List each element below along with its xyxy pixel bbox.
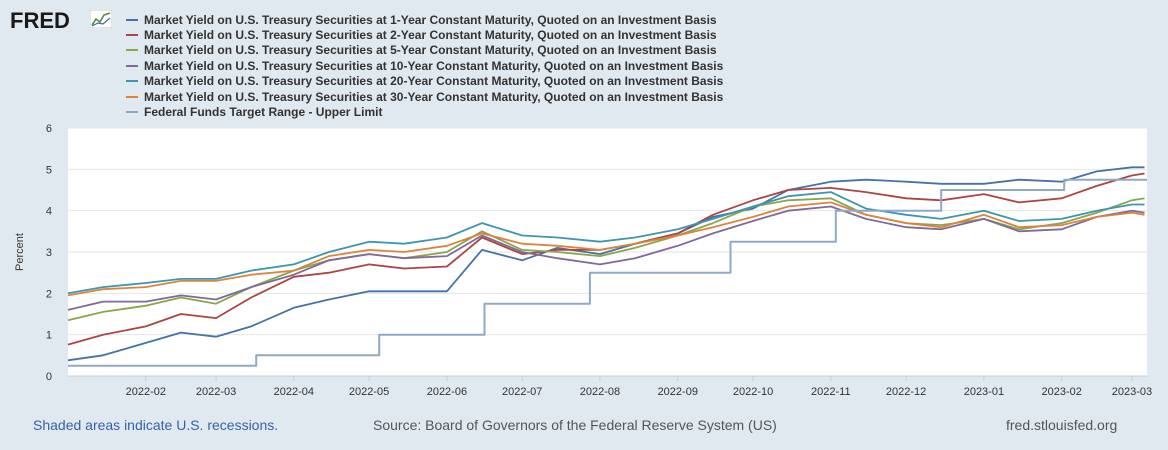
legend-label: Market Yield on U.S. Treasury Securities… [144,43,717,58]
series-line [67,166,1145,362]
legend-swatch [126,80,138,83]
legend-label: Market Yield on U.S. Treasury Securities… [144,89,724,104]
legend-item: Market Yield on U.S. Treasury Securities… [126,12,723,27]
x-tick-label: 2022-08 [580,386,620,398]
x-tick-label: 2023-01 [964,386,1004,398]
x-tick-label: 2022-12 [886,386,926,398]
legend-swatch [126,18,138,21]
series-line [67,201,1145,297]
x-axis-ticks: 2022-02 2022-03 2022-04 2022-05 2022-06 2022-… [126,376,1152,398]
legend-swatch [126,95,138,98]
x-tick-label: 2022-09 [658,386,698,398]
source-note: Source: Board of Governors of the Federa… [373,417,777,433]
legend-swatch [126,34,138,37]
x-tick-label: 2022-07 [502,386,542,398]
recessions-note[interactable]: Shaded areas indicate U.S. recessions. [33,417,279,433]
x-tick-label: 2022-03 [196,386,236,398]
fred-logo: FRED [10,8,70,33]
site-link[interactable]: fred.stlouisfed.org [1006,417,1118,433]
x-tick-label: 2023-02 [1041,386,1081,398]
legend-label: Market Yield on U.S. Treasury Securities… [144,12,717,27]
legend-item: Market Yield on U.S. Treasury Securities… [126,27,723,42]
x-tick-label: 2022-10 [733,386,773,398]
legend-label: Market Yield on U.S. Treasury Securities… [144,28,717,43]
series-line [67,191,1145,295]
legend-swatch [126,64,138,67]
x-tick-label: 2023-03 [1112,386,1152,398]
legend-label: Federal Funds Target Range - Upper Limit [144,105,383,120]
legend-item: Market Yield on U.S. Treasury Securities… [126,74,723,89]
x-tick-label: 2022-06 [427,386,467,398]
y-tick-label: 1 [46,330,52,342]
x-tick-label: 2022-04 [274,386,314,398]
y-tick-label: 6 [46,123,52,135]
y-axis-ticks: 0 1 2 3 4 5 6 [46,123,52,383]
y-axis-title: Percent [14,233,26,271]
x-tick-label: 2022-05 [349,386,389,398]
x-tick-label: 2022-11 [811,386,851,398]
y-tick-label: 2 [46,288,52,300]
chart-legend: Market Yield on U.S. Treasury Securities… [126,12,723,120]
series-line [67,205,1145,311]
y-tick-label: 5 [46,164,52,176]
x-tick-label: 2022-02 [126,386,166,398]
y-tick-label: 0 [46,371,52,383]
fred-logo-chart-icon [90,10,112,28]
legend-item: Market Yield on U.S. Treasury Securities… [126,58,723,73]
y-tick-label: 3 [46,247,52,259]
legend-label: Market Yield on U.S. Treasury Securities… [144,74,724,89]
legend-item: Federal Funds Target Range - Upper Limit [126,104,723,119]
legend-swatch [126,49,138,52]
legend-item: Market Yield on U.S. Treasury Securities… [126,89,723,104]
y-tick-label: 4 [46,206,52,218]
chart-series [67,166,1147,367]
legend-item: Market Yield on U.S. Treasury Securities… [126,43,723,58]
legend-label: Market Yield on U.S. Treasury Securities… [144,58,724,73]
legend-swatch [126,111,138,114]
series-line [68,178,1147,367]
